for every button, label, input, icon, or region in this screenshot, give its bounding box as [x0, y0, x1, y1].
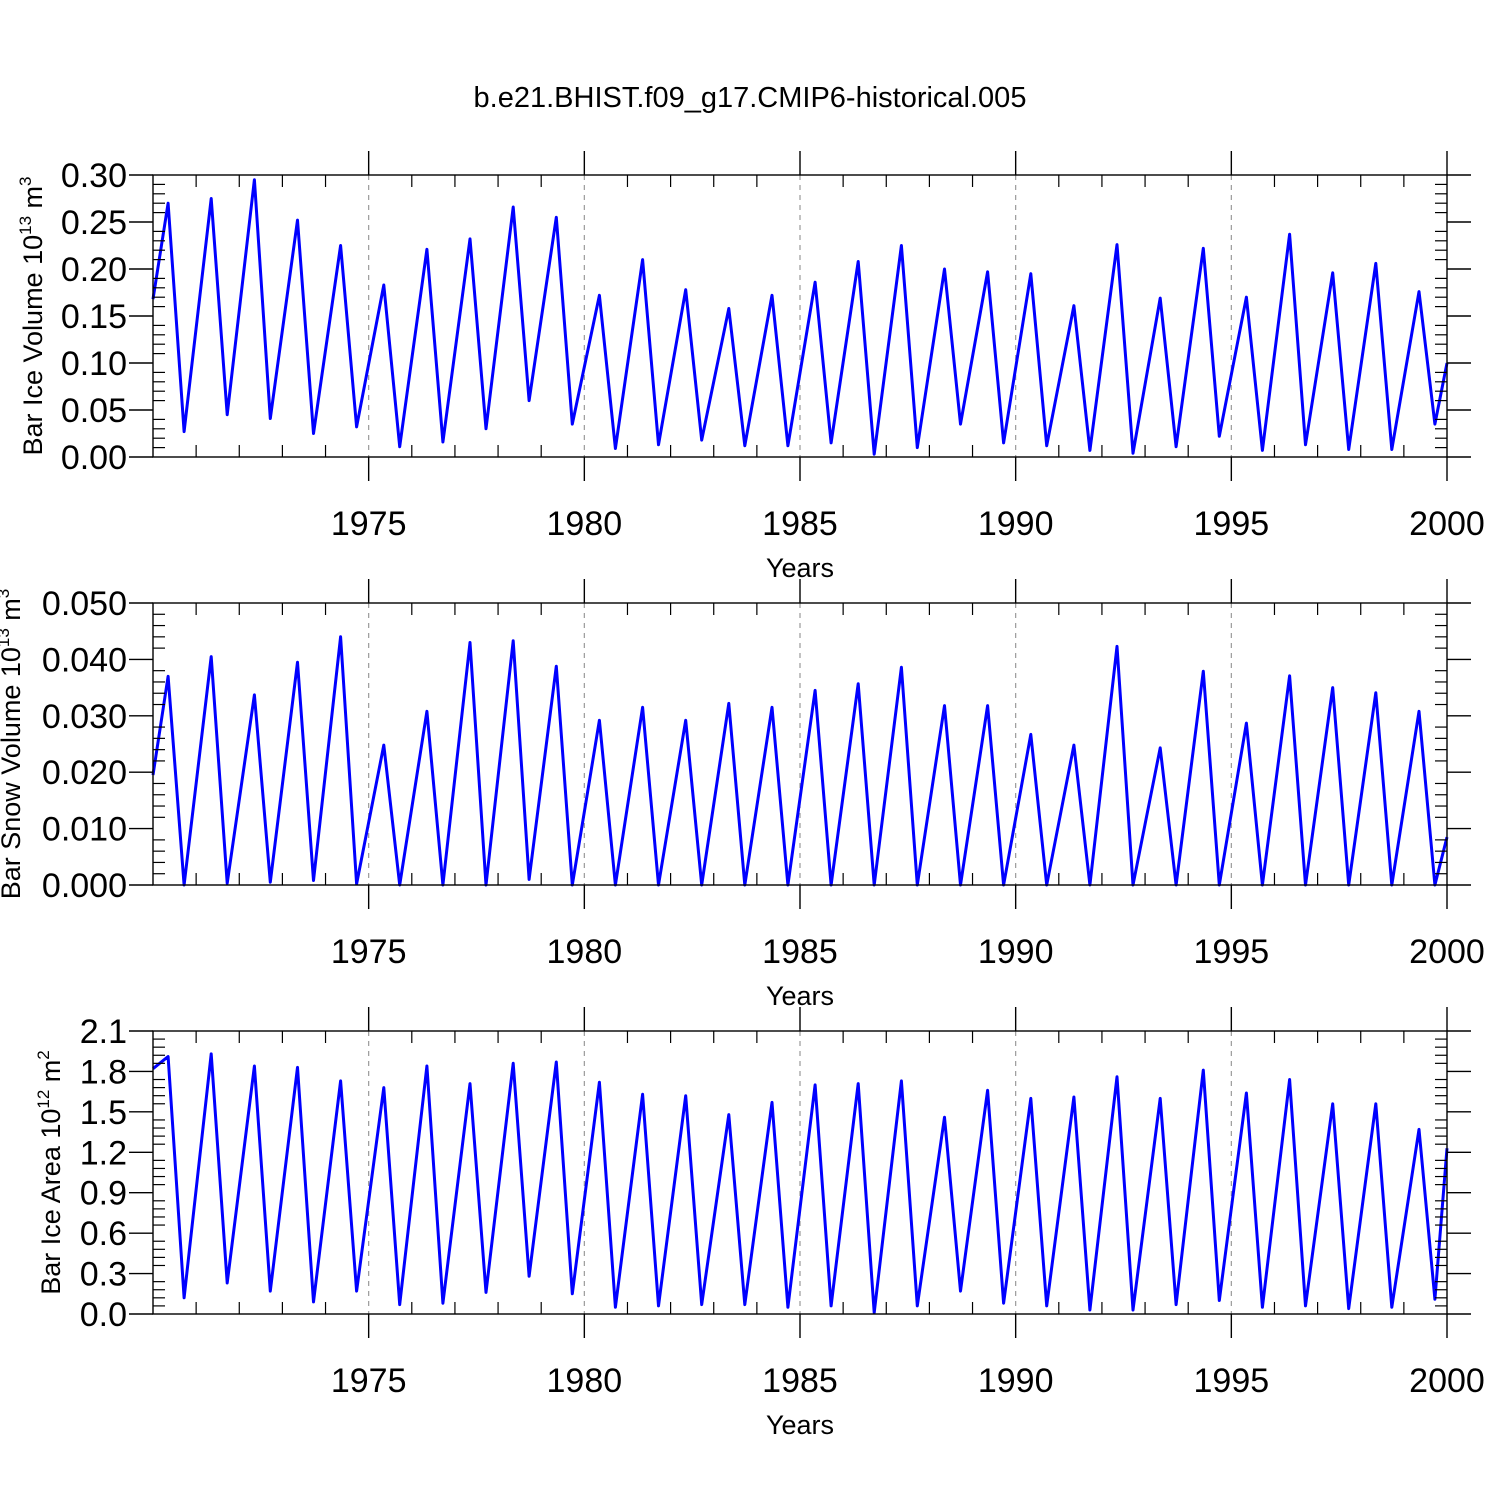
x-tick-label: 1990	[978, 933, 1054, 971]
y-tick-label: 1.8	[80, 1053, 127, 1091]
x-tick-label: 1995	[1194, 933, 1270, 971]
x-axis-label: Years	[766, 981, 834, 1011]
y-tick-label: 0.040	[42, 641, 127, 679]
chart-panel-ice-area: 1975 1980 1985 1990 1995 2000 Years 0.00.30.60.…	[34, 1007, 1485, 1440]
y-tick-label: 0.05	[61, 392, 127, 430]
x-tick-label: 1975	[331, 505, 407, 543]
x-tick-label: 1985	[762, 933, 838, 971]
x-tick-label: 1985	[762, 505, 838, 543]
x-tick-label: 1990	[978, 1362, 1054, 1400]
y-tick-label: 0.9	[80, 1175, 127, 1213]
x-tick-label: 1995	[1194, 1362, 1270, 1400]
x-tick-label: 1995	[1194, 505, 1270, 543]
y-tick-label: 0.010	[42, 811, 127, 849]
y-tick-label: 0.25	[61, 204, 127, 242]
y-tick-label: 0.020	[42, 754, 127, 792]
y-axis-label: Bar Ice Area 1012 m2	[34, 1050, 66, 1295]
y-axis-label: Bar Ice Volume 1013 m3	[16, 176, 48, 455]
y-tick-label: 1.2	[80, 1134, 127, 1172]
x-tick-label: 1980	[547, 505, 623, 543]
y-tick-label: 0.000	[42, 867, 127, 905]
data-line-ice-area	[152, 1052, 1449, 1315]
figure-title: b.e21.BHIST.f09_g17.CMIP6-historical.005	[473, 82, 1027, 114]
x-tick-label: 1975	[331, 1362, 407, 1400]
x-tick-label: 1990	[978, 505, 1054, 543]
y-tick-label: 0.10	[61, 345, 127, 383]
y-tick-label: 0.00	[61, 439, 127, 477]
chart-panel-ice-volume: 1975 1980 1985 1990 1995 2000 Years 0.00 0.05 0.1…	[16, 151, 1485, 583]
x-axis-label: Years	[766, 553, 834, 583]
y-tick-label: 0.15	[61, 298, 127, 336]
x-tick-label: 1985	[762, 1362, 838, 1400]
x-tick-label: 2000	[1409, 933, 1485, 971]
y-tick-label: 2.1	[80, 1013, 127, 1051]
x-tick-label: 2000	[1409, 1362, 1485, 1400]
x-axis-label: Years	[766, 1410, 834, 1440]
y-tick-label: 0.6	[80, 1215, 127, 1253]
x-tick-label: 1980	[547, 933, 623, 971]
x-tick-label: 2000	[1409, 505, 1485, 543]
chart-panel-snow-volume: 1975 1980 1985 1990 1995 2000 Years 0.000 0.010 0…	[0, 579, 1485, 1011]
x-tick-label: 1980	[547, 1362, 623, 1400]
y-tick-label: 0.050	[42, 585, 127, 623]
data-line-ice-volume	[151, 178, 1449, 456]
y-tick-label: 0.30	[61, 157, 127, 195]
x-tick-label: 1975	[331, 933, 407, 971]
y-tick-label: 0.0	[80, 1296, 127, 1334]
y-tick-label: 0.030	[42, 698, 127, 736]
y-axis-label: Bar Snow Volume 1013 m3	[0, 589, 26, 900]
y-tick-label: 0.3	[80, 1256, 127, 1294]
data-line-snow-volume	[151, 635, 1449, 887]
y-tick-label: 0.20	[61, 251, 127, 289]
y-tick-label: 1.5	[80, 1094, 127, 1132]
